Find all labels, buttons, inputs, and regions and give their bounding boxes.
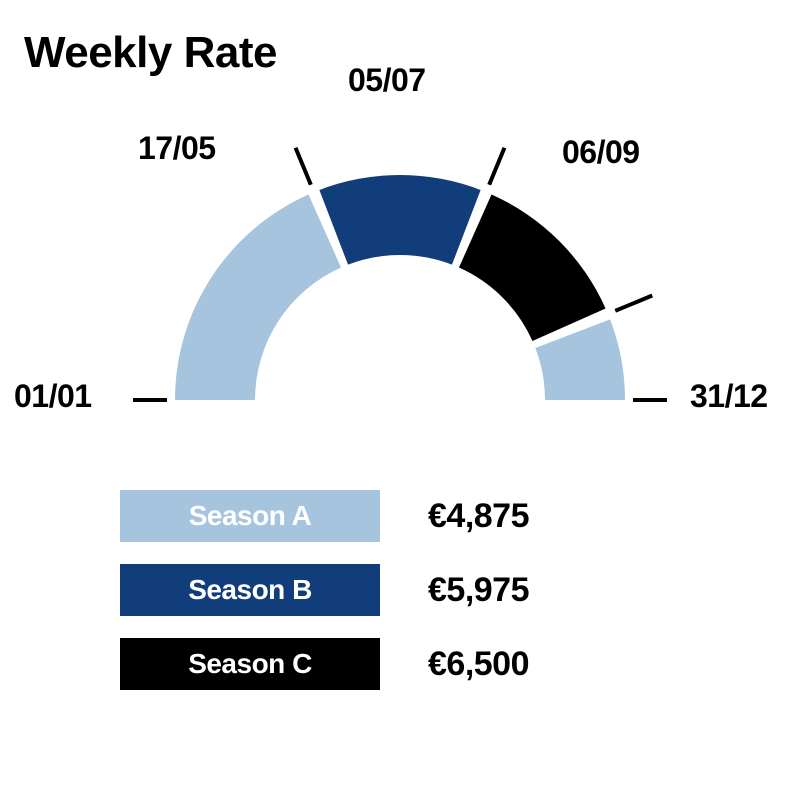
legend-price: €4,875 — [428, 497, 529, 536]
dial-segment — [319, 175, 480, 265]
dial-label-b2: 05/07 — [348, 62, 426, 99]
dial-tick — [489, 148, 504, 185]
legend-swatch: Season A — [120, 490, 380, 542]
dial-segment — [175, 194, 341, 400]
legend-price: €5,975 — [428, 571, 529, 610]
dial-label-start: 01/01 — [14, 378, 92, 415]
legend-row-season-c: Season C €6,500 — [120, 638, 680, 690]
dial-tick — [615, 296, 652, 311]
dial-label-end: 31/12 — [690, 378, 768, 415]
dial-tick — [296, 148, 311, 185]
legend-row-season-b: Season B €5,975 — [120, 564, 680, 616]
legend-swatch: Season C — [120, 638, 380, 690]
legend: Season A €4,875 Season B €5,975 Season C… — [120, 490, 680, 712]
legend-price: €6,500 — [428, 645, 529, 684]
dial-label-b1: 17/05 — [138, 130, 216, 167]
legend-row-season-a: Season A €4,875 — [120, 490, 680, 542]
dial-segment — [459, 194, 606, 341]
dial-label-b3: 06/09 — [562, 134, 640, 171]
legend-swatch: Season B — [120, 564, 380, 616]
